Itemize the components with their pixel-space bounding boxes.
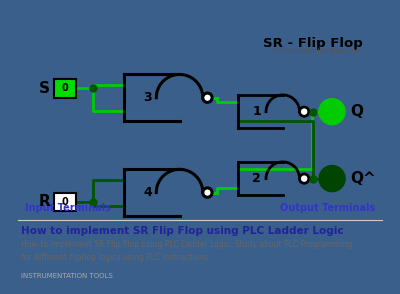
Text: InstrumentationTools.com: InstrumentationTools.com — [272, 49, 363, 54]
Circle shape — [319, 166, 345, 192]
Text: S: S — [39, 81, 50, 96]
Text: 3: 3 — [144, 91, 152, 104]
Text: 4: 4 — [144, 186, 152, 199]
FancyBboxPatch shape — [54, 193, 76, 211]
Text: Output Terminals: Output Terminals — [280, 203, 375, 213]
Circle shape — [203, 93, 212, 102]
Circle shape — [300, 107, 309, 116]
Text: 0: 0 — [62, 197, 68, 207]
Text: 2: 2 — [252, 172, 261, 185]
Circle shape — [203, 188, 212, 197]
Circle shape — [319, 99, 345, 125]
Text: INSTRUMENTATION TOOLS: INSTRUMENTATION TOOLS — [22, 273, 113, 278]
Text: R: R — [39, 194, 50, 209]
Text: 1: 1 — [252, 105, 261, 118]
Text: How-to implement SR Flip Flop using PLC Ladder Logic. Study about PLC Programmin: How-to implement SR Flip Flop using PLC … — [22, 240, 353, 261]
Text: SR - Flip Flop: SR - Flip Flop — [263, 37, 363, 50]
Text: Q^: Q^ — [351, 171, 376, 186]
Text: Input Terminals: Input Terminals — [25, 203, 111, 213]
Circle shape — [300, 174, 309, 183]
FancyBboxPatch shape — [54, 79, 76, 98]
Text: 0: 0 — [62, 83, 68, 93]
Text: Q: Q — [351, 104, 364, 119]
Text: How to implement SR Flip Flop using PLC Ladder Logic: How to implement SR Flip Flop using PLC … — [22, 226, 344, 236]
